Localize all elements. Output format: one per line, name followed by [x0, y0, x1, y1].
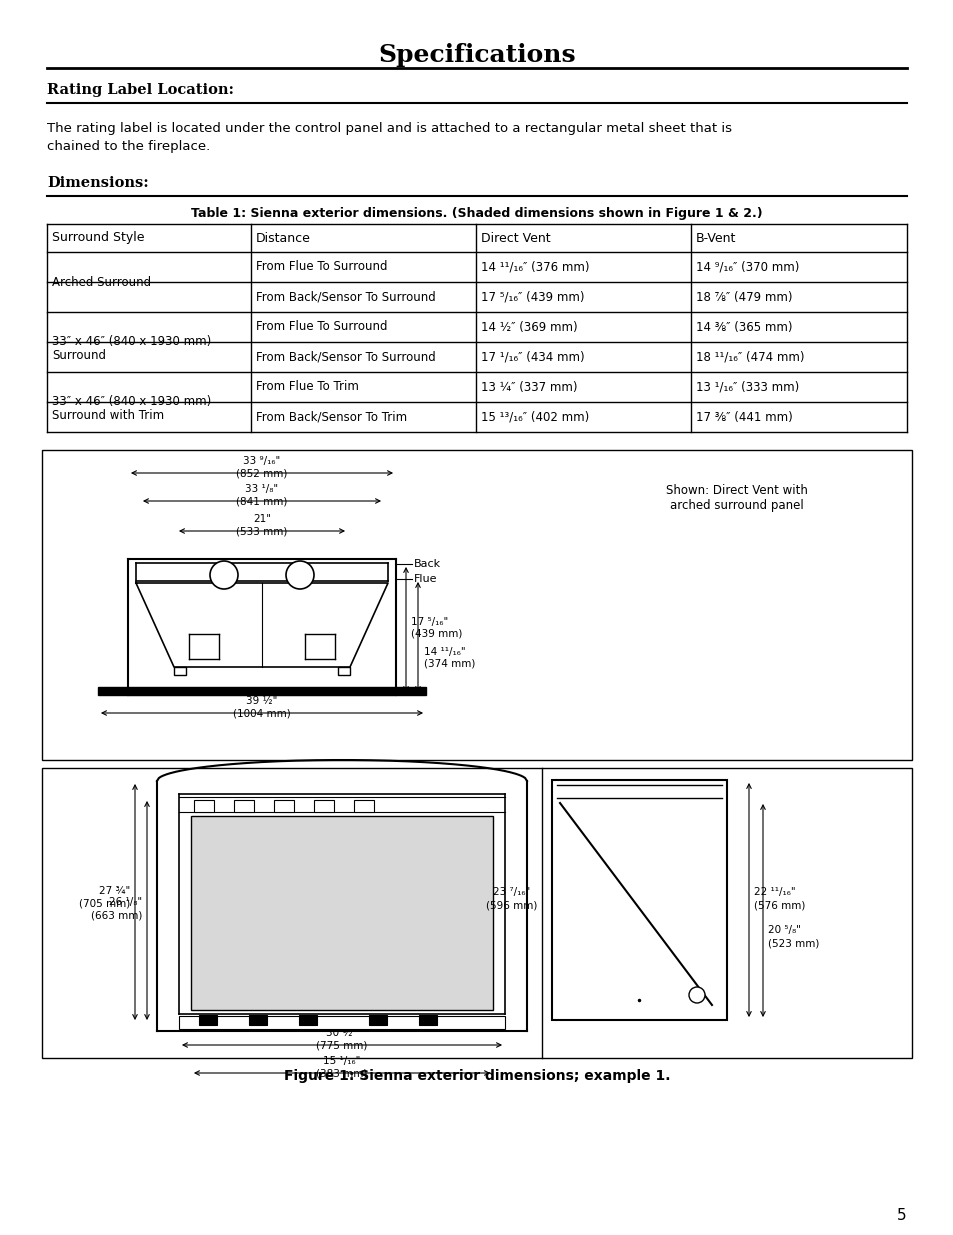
Text: Surround: Surround: [52, 350, 106, 362]
Text: 17 ⁵/₁₆″ (439 mm): 17 ⁵/₁₆″ (439 mm): [480, 290, 584, 304]
Text: From Back/Sensor To Surround: From Back/Sensor To Surround: [255, 290, 436, 304]
Text: 33 ¹/₈": 33 ¹/₈": [245, 484, 278, 494]
Text: 5: 5: [897, 1208, 906, 1223]
Text: 27 ¾": 27 ¾": [99, 887, 130, 897]
Text: 17 ⅜″ (441 mm): 17 ⅜″ (441 mm): [696, 410, 792, 424]
Text: Specifications: Specifications: [377, 43, 576, 67]
Text: (576 mm): (576 mm): [753, 900, 804, 910]
Text: From Flue To Trim: From Flue To Trim: [255, 380, 358, 394]
Text: The rating label is located under the control panel and is attached to a rectang: The rating label is located under the co…: [47, 122, 731, 135]
Text: 17 ¹/₁₆″ (434 mm): 17 ¹/₁₆″ (434 mm): [480, 351, 584, 363]
Text: 14 ½″ (369 mm): 14 ½″ (369 mm): [480, 321, 577, 333]
Text: (374 mm): (374 mm): [423, 659, 475, 669]
Text: 39 ½": 39 ½": [246, 697, 277, 706]
Polygon shape: [136, 583, 388, 667]
Polygon shape: [98, 687, 426, 695]
Bar: [298, 1015, 316, 1025]
Text: 14 ¹¹/₁₆": 14 ¹¹/₁₆": [423, 647, 465, 657]
Text: 23 ⁷/₁₆": 23 ⁷/₁₆": [493, 887, 530, 897]
Bar: [369, 1015, 387, 1025]
Text: 18 ¹¹/₁₆″ (474 mm): 18 ¹¹/₁₆″ (474 mm): [696, 351, 803, 363]
Circle shape: [688, 987, 704, 1003]
Bar: [314, 800, 334, 811]
Text: Direct Vent: Direct Vent: [480, 231, 550, 245]
Bar: [199, 1015, 216, 1025]
Text: 14 ⅜″ (365 mm): 14 ⅜″ (365 mm): [696, 321, 792, 333]
Bar: [173, 667, 186, 676]
Text: (775 mm): (775 mm): [316, 1040, 367, 1050]
Text: 18 ⅞″ (479 mm): 18 ⅞″ (479 mm): [696, 290, 792, 304]
Text: arched surround panel: arched surround panel: [669, 499, 803, 511]
Text: (439 mm): (439 mm): [411, 629, 462, 638]
Text: (383 mm): (383 mm): [316, 1068, 367, 1078]
Text: Figure 1: Sienna exterior dimensions; example 1.: Figure 1: Sienna exterior dimensions; ex…: [283, 1070, 670, 1083]
Text: 13 ¹/₁₆″ (333 mm): 13 ¹/₁₆″ (333 mm): [696, 380, 799, 394]
Text: chained to the fireplace.: chained to the fireplace.: [47, 140, 210, 153]
Bar: [552, 781, 726, 1020]
Text: (663 mm): (663 mm): [91, 910, 142, 920]
Bar: [233, 800, 253, 811]
Text: 13 ¼″ (337 mm): 13 ¼″ (337 mm): [480, 380, 577, 394]
Text: 15 ¹/₁₆": 15 ¹/₁₆": [323, 1056, 360, 1066]
Text: Back: Back: [414, 559, 440, 569]
Text: (841 mm): (841 mm): [236, 496, 288, 506]
Text: (596 mm): (596 mm): [486, 900, 537, 910]
Text: Shown: Direct Vent with: Shown: Direct Vent with: [665, 483, 807, 496]
Bar: [42, 768, 911, 1058]
Circle shape: [286, 561, 314, 589]
Text: 15 ¹³/₁₆″ (402 mm): 15 ¹³/₁₆″ (402 mm): [480, 410, 589, 424]
Text: 21": 21": [253, 514, 271, 524]
Text: Distance: Distance: [255, 231, 311, 245]
Circle shape: [210, 561, 237, 589]
Bar: [354, 800, 374, 811]
Text: 33 ⁹/₁₆": 33 ⁹/₁₆": [243, 456, 280, 466]
Bar: [249, 1015, 267, 1025]
Text: 17 ⁵/₁₆": 17 ⁵/₁₆": [411, 616, 448, 626]
Bar: [191, 816, 493, 1010]
Text: (1004 mm): (1004 mm): [233, 708, 291, 718]
Bar: [193, 800, 213, 811]
Text: (533 mm): (533 mm): [236, 526, 288, 536]
Bar: [418, 1015, 436, 1025]
Bar: [179, 1016, 504, 1029]
Text: 33″ x 46″ (840 x 1930 mm): 33″ x 46″ (840 x 1930 mm): [52, 395, 211, 408]
Text: (852 mm): (852 mm): [236, 468, 288, 478]
Text: 22 ¹¹/₁₆": 22 ¹¹/₁₆": [753, 887, 795, 897]
Text: Rating Label Location:: Rating Label Location:: [47, 83, 233, 98]
Text: From Back/Sensor To Trim: From Back/Sensor To Trim: [255, 410, 407, 424]
Text: From Back/Sensor To Surround: From Back/Sensor To Surround: [255, 351, 436, 363]
Text: 14 ⁹/₁₆″ (370 mm): 14 ⁹/₁₆″ (370 mm): [696, 261, 799, 273]
Bar: [337, 667, 350, 676]
Text: From Flue To Surround: From Flue To Surround: [255, 261, 387, 273]
Text: Surround Style: Surround Style: [52, 231, 144, 245]
Text: Table 1: Sienna exterior dimensions. (Shaded dimensions shown in Figure 1 & 2.): Table 1: Sienna exterior dimensions. (Sh…: [191, 207, 762, 221]
Text: From Flue To Surround: From Flue To Surround: [255, 321, 387, 333]
Text: 30 ½": 30 ½": [326, 1028, 357, 1037]
Text: 14 ¹¹/₁₆″ (376 mm): 14 ¹¹/₁₆″ (376 mm): [480, 261, 589, 273]
Text: B-Vent: B-Vent: [696, 231, 736, 245]
Bar: [47, 224, 906, 252]
Text: Arched Surround: Arched Surround: [52, 275, 151, 289]
Text: 26 ¹/₈": 26 ¹/₈": [109, 898, 142, 908]
Text: 33″ x 46″ (840 x 1930 mm): 33″ x 46″ (840 x 1930 mm): [52, 335, 211, 348]
Text: (705 mm): (705 mm): [79, 899, 130, 909]
Bar: [274, 800, 294, 811]
Text: Dimensions:: Dimensions:: [47, 177, 149, 190]
Text: 20 ⁵/₈": 20 ⁵/₈": [767, 925, 800, 935]
Text: (523 mm): (523 mm): [767, 939, 819, 948]
Text: Surround with Trim: Surround with Trim: [52, 409, 164, 422]
Text: Flue: Flue: [414, 574, 437, 584]
Bar: [42, 450, 911, 760]
